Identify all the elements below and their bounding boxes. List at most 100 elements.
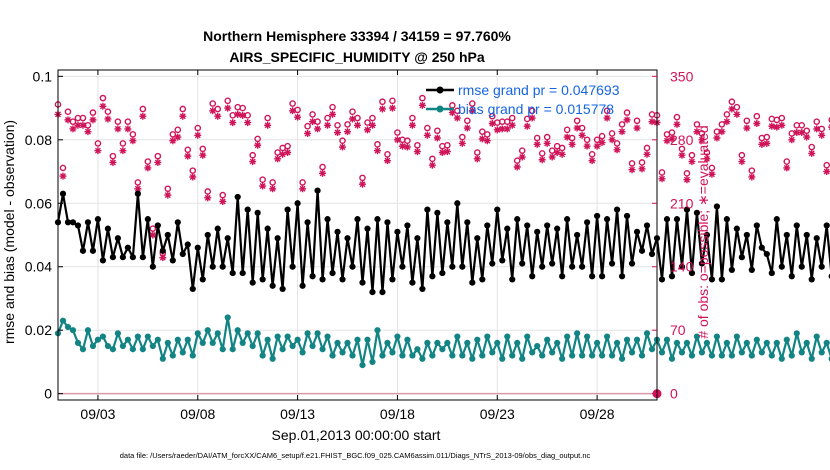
rmse-point bbox=[574, 231, 581, 239]
bias-point bbox=[244, 330, 251, 337]
bias-point bbox=[474, 336, 481, 343]
rmse-point bbox=[743, 231, 750, 239]
obs-possible-marker bbox=[703, 149, 711, 156]
obs-evaluated-marker bbox=[164, 191, 172, 199]
obs-evaluated-marker bbox=[533, 140, 541, 148]
bias-point bbox=[748, 352, 755, 359]
x-tick-label: 09/13 bbox=[280, 406, 315, 422]
y-tick-label: 0.02 bbox=[25, 322, 52, 338]
rmse-point bbox=[154, 222, 161, 229]
rmse-point bbox=[404, 222, 411, 229]
rmse-point bbox=[469, 279, 476, 286]
bias-point bbox=[743, 339, 750, 346]
x-tick-label: 09/03 bbox=[80, 406, 115, 422]
obs-possible-marker bbox=[419, 94, 426, 102]
rmse-point bbox=[813, 235, 820, 242]
rmse-point bbox=[479, 276, 486, 283]
obs-possible-marker bbox=[678, 145, 686, 153]
obs-possible-marker bbox=[708, 164, 716, 172]
rmse-point bbox=[564, 216, 571, 223]
rmse-point bbox=[84, 219, 92, 226]
obs-evaluated-marker bbox=[823, 168, 830, 176]
obs-possible-marker bbox=[434, 127, 441, 135]
obs-possible-marker bbox=[798, 122, 806, 129]
obs-possible-marker bbox=[538, 150, 546, 157]
bias-point bbox=[184, 336, 191, 343]
rmse-point bbox=[613, 206, 621, 213]
obs-evaluated-marker bbox=[598, 139, 606, 147]
obs-possible-marker bbox=[334, 122, 341, 129]
obs-possible-marker bbox=[753, 112, 761, 120]
obs-evaluated-marker bbox=[483, 137, 491, 145]
obs-possible-marker bbox=[249, 151, 256, 159]
obs-possible-marker bbox=[114, 118, 122, 125]
obs-possible-marker bbox=[788, 130, 796, 137]
rmse-point bbox=[489, 260, 496, 267]
rmse-point bbox=[329, 269, 336, 277]
bias-point bbox=[564, 333, 571, 340]
obs-possible-marker bbox=[79, 114, 87, 122]
obs-evaluated-marker bbox=[358, 180, 366, 188]
bias-point bbox=[479, 352, 486, 359]
bias-point bbox=[324, 333, 331, 340]
bias-point bbox=[608, 352, 616, 359]
bias-point bbox=[499, 355, 506, 362]
rmse-point bbox=[618, 273, 626, 280]
rmse-point bbox=[204, 231, 211, 239]
rmse-point bbox=[399, 263, 406, 270]
rmse-point bbox=[808, 276, 815, 283]
obs-evaluated-marker bbox=[304, 129, 312, 137]
obs-evaluated-marker bbox=[578, 131, 586, 139]
rmse-point bbox=[434, 209, 441, 216]
bias-point bbox=[489, 349, 496, 356]
bias-point bbox=[559, 355, 566, 362]
rmse-point bbox=[209, 263, 216, 270]
rmse-point bbox=[539, 263, 546, 270]
rmse-point bbox=[364, 225, 371, 232]
bias-point bbox=[668, 355, 676, 362]
rmse-point bbox=[389, 276, 396, 283]
bias-point bbox=[274, 333, 281, 340]
footer-data-file: data file: /Users/raeder/DAI/ATM_forcXX/… bbox=[120, 451, 591, 460]
rmse-point bbox=[149, 263, 156, 270]
obs-evaluated-marker bbox=[693, 128, 701, 136]
rmse-point bbox=[738, 254, 745, 261]
legend-bias-marker bbox=[436, 105, 444, 113]
x-tick-label: 09/18 bbox=[380, 406, 415, 422]
obs-possible-marker bbox=[508, 114, 516, 122]
bias-point bbox=[823, 339, 830, 346]
obs-evaluated-marker bbox=[104, 115, 112, 123]
rmse-point bbox=[219, 263, 226, 270]
x-tick-label: 09/28 bbox=[580, 406, 615, 422]
obs-possible-marker bbox=[379, 98, 386, 106]
rmse-point bbox=[109, 254, 117, 261]
rmse-point bbox=[254, 209, 261, 216]
obs-possible-marker bbox=[254, 135, 261, 143]
rmse-point bbox=[643, 222, 651, 229]
rmse-point bbox=[748, 266, 755, 274]
rmse-point bbox=[309, 273, 316, 280]
obs-evaluated-marker bbox=[319, 169, 327, 177]
rmse-point bbox=[74, 222, 82, 229]
obs-evaluated-marker bbox=[753, 119, 761, 127]
obs-evaluated-marker bbox=[443, 148, 451, 156]
bias-point bbox=[374, 327, 381, 334]
obs-possible-marker bbox=[349, 108, 356, 116]
bias-point bbox=[539, 352, 546, 359]
obs-evaluated-marker bbox=[498, 125, 506, 133]
obs-possible-marker bbox=[389, 97, 396, 105]
bias-point bbox=[509, 352, 516, 359]
obs-evaluated-marker bbox=[344, 128, 352, 136]
bias-point bbox=[728, 352, 735, 359]
bias-point bbox=[99, 333, 107, 340]
obs-evaluated-marker bbox=[254, 141, 262, 149]
bias-point bbox=[494, 339, 501, 346]
bias-point bbox=[718, 352, 725, 359]
bias-point bbox=[309, 342, 316, 350]
obs-evaluated-marker bbox=[603, 114, 611, 122]
rmse-point bbox=[89, 247, 97, 254]
bias-point bbox=[364, 336, 371, 343]
obs-evaluated-marker bbox=[433, 134, 441, 142]
obs-evaluated-marker bbox=[488, 119, 496, 127]
